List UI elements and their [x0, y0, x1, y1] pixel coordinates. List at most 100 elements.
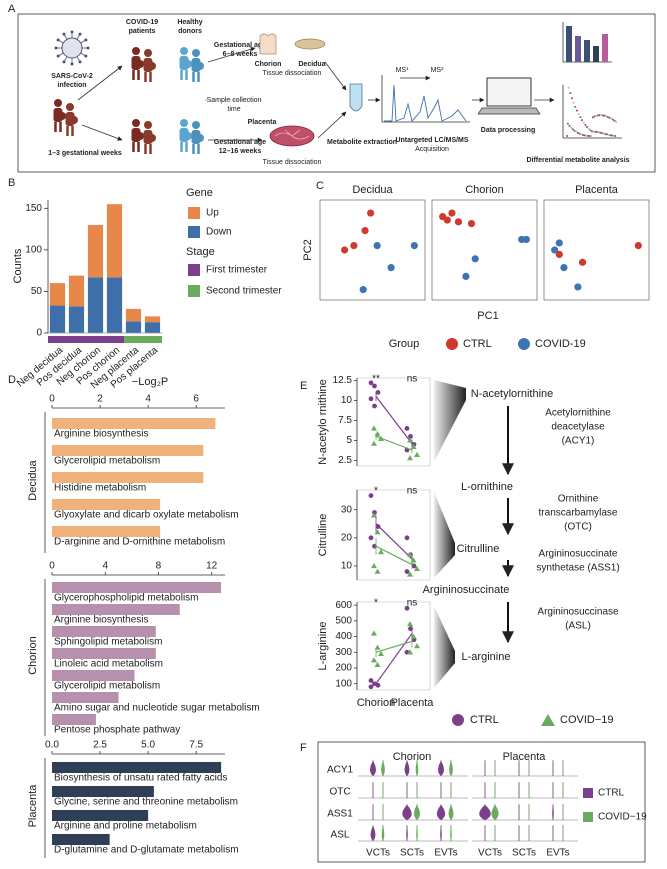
- legend-title: Gene: [186, 187, 213, 199]
- laptop-base: [477, 107, 541, 115]
- gene-label: ASS1: [327, 809, 353, 820]
- category-label: Amino sugar and nucleotide sugar metabol…: [54, 703, 260, 714]
- inset-bar: [566, 26, 572, 62]
- gene-label: OTC: [329, 787, 350, 798]
- point: [368, 396, 374, 402]
- violin: [440, 825, 442, 842]
- y-tick-label: 150: [25, 203, 42, 214]
- volcano-dot: [571, 97, 573, 100]
- person-belly: [184, 132, 192, 140]
- point: [471, 255, 479, 263]
- bar: [52, 626, 156, 637]
- violin: [414, 804, 420, 821]
- volcano-dot: [575, 130, 578, 133]
- volcano-dot: [608, 116, 611, 119]
- point: [371, 657, 377, 663]
- point: [371, 425, 377, 431]
- bar: [52, 604, 180, 615]
- point: [407, 455, 413, 461]
- enzyme-label: (ACY1): [562, 436, 595, 447]
- point: [410, 242, 418, 250]
- significance: ns: [407, 374, 418, 385]
- point: [404, 569, 410, 574]
- flow-arrow: [77, 65, 123, 101]
- x-tick-label: Chorion: [357, 697, 396, 709]
- volcano-dot: [601, 132, 603, 135]
- workflow-text: time: [227, 106, 240, 113]
- volcano-dot: [566, 122, 569, 125]
- point: [634, 242, 642, 250]
- volcano-dot: [590, 134, 593, 137]
- link-fan: [434, 606, 455, 688]
- workflow-text: Acquisition: [415, 146, 449, 153]
- volcano-dot: [606, 115, 609, 118]
- volcano-dot: [592, 130, 595, 133]
- person-belly: [196, 134, 204, 142]
- plot-frame: [356, 489, 431, 581]
- point: [387, 264, 395, 272]
- bar-segment: [125, 308, 142, 322]
- ms-trace: [384, 84, 467, 122]
- point: [374, 644, 381, 650]
- legend-title: Group: [389, 338, 420, 350]
- volcano-dot: [612, 134, 615, 137]
- virus-spike-tip: [62, 60, 66, 64]
- point: [341, 246, 349, 254]
- facet-title: Chorion: [465, 184, 504, 196]
- bar: [52, 526, 161, 537]
- y-tick-label: 20: [341, 532, 353, 543]
- x-tick-label: 4: [145, 394, 151, 405]
- volcano-dot: [605, 115, 608, 118]
- volcano-dot: [600, 114, 603, 117]
- volcano-dot: [596, 130, 598, 133]
- point: [414, 451, 420, 457]
- legend-swatch: [188, 226, 200, 238]
- volcano-dot: [566, 135, 568, 137]
- volcano-dot: [567, 86, 570, 89]
- workflow-text: MS²: [431, 67, 445, 74]
- workflow-text: 12–16 weeks: [219, 148, 262, 155]
- violin: [415, 760, 419, 777]
- volcano-dot: [615, 120, 618, 123]
- y-tick-label: 100: [25, 245, 42, 256]
- point: [407, 551, 413, 557]
- virus-spike: [76, 34, 80, 40]
- category-label: Glyoxylate and dicarb oxylate metabolism: [54, 510, 239, 521]
- x-tick-label: 2.5: [93, 740, 107, 751]
- category-label: D-arginine and D-ornithine metabolism: [54, 537, 225, 548]
- legend-label: CTRL: [463, 338, 492, 350]
- person-belly: [148, 62, 156, 70]
- enzyme-label: (ASL): [565, 621, 591, 632]
- facet-frame: [319, 199, 426, 301]
- volcano-dot: [607, 133, 610, 136]
- enzyme-label: Acetylornithine: [545, 408, 611, 419]
- flow-arrow: [207, 46, 256, 63]
- volcano-dot: [597, 131, 600, 134]
- point: [404, 535, 410, 541]
- point: [407, 649, 413, 655]
- point: [378, 548, 384, 555]
- y-tick-label: 300: [335, 647, 352, 658]
- flow-arrow: [317, 111, 347, 139]
- point: [371, 562, 377, 569]
- virus-spike-tip: [56, 38, 60, 42]
- point: [414, 643, 420, 649]
- x-tick-label: 4: [102, 561, 108, 572]
- point: [407, 571, 413, 577]
- volcano-dot: [572, 101, 575, 104]
- point: [551, 246, 559, 254]
- point: [374, 568, 381, 574]
- volcano-dot: [599, 131, 602, 134]
- facet-frame: [543, 199, 650, 301]
- person-head: [192, 49, 200, 57]
- y-tick-label: 30: [341, 504, 353, 515]
- inset-bar: [593, 46, 599, 62]
- volcano-dot: [573, 129, 576, 132]
- placenta-vessels: [274, 129, 310, 140]
- volcano-dot: [587, 127, 590, 130]
- person-head: [192, 121, 200, 129]
- y-tick-label: 50: [31, 286, 43, 297]
- category-label: Arginine and proline metabolism: [54, 821, 197, 832]
- x-tick-label: 5.0: [141, 740, 155, 751]
